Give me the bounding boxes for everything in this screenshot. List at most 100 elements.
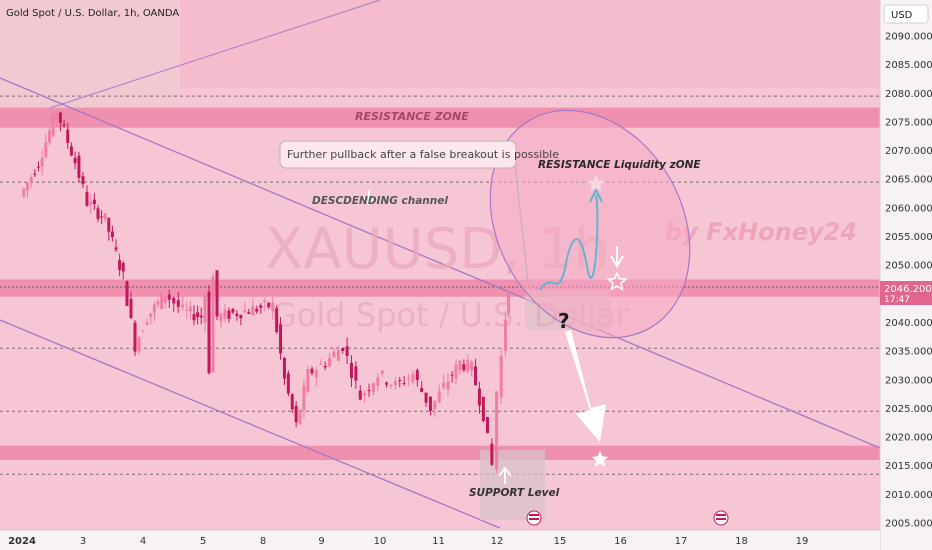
candle-body bbox=[503, 319, 507, 351]
symbol-title[interactable]: Gold Spot / U.S. Dollar, 1h, OANDA bbox=[6, 8, 179, 19]
y-tick-label: 2020.000 bbox=[885, 433, 932, 444]
candle-body bbox=[58, 112, 62, 123]
y-tick-label: 2040.000 bbox=[885, 318, 932, 329]
candle-body bbox=[259, 305, 263, 308]
candle-body bbox=[462, 364, 466, 371]
candle-body bbox=[22, 188, 26, 197]
candle-body bbox=[29, 177, 33, 182]
x-tick-label: 4 bbox=[140, 536, 146, 547]
candle-body bbox=[51, 114, 55, 136]
candle-body bbox=[275, 308, 279, 333]
candle-body bbox=[137, 337, 141, 352]
channel-upper-line bbox=[0, 77, 881, 449]
x-tick-label: 2024 bbox=[8, 536, 36, 547]
price-axis-panel[interactable] bbox=[880, 0, 932, 550]
y-tick-label: 2035.000 bbox=[885, 347, 932, 358]
y-tick-label: 2080.000 bbox=[885, 89, 932, 100]
support-box bbox=[480, 450, 545, 520]
projection-arrowhead bbox=[589, 187, 603, 203]
y-tick-label: 2065.000 bbox=[885, 175, 932, 186]
candle-body bbox=[446, 381, 450, 390]
candle-body bbox=[267, 302, 271, 308]
candle-body bbox=[196, 312, 200, 318]
candle-body bbox=[66, 129, 70, 143]
candle-body bbox=[345, 346, 349, 356]
candle-body bbox=[215, 270, 219, 317]
candle-body bbox=[319, 363, 323, 365]
x-tick-label: 18 bbox=[735, 536, 748, 547]
levels bbox=[0, 95, 880, 475]
candle-body bbox=[36, 166, 40, 168]
candle-body bbox=[294, 405, 298, 423]
x-tick-label: 19 bbox=[796, 536, 809, 547]
projection-path-up bbox=[539, 194, 599, 291]
candle-body bbox=[145, 322, 149, 325]
candle-body bbox=[437, 391, 441, 403]
question-mark: ? bbox=[558, 309, 570, 333]
y-tick-label: 2010.000 bbox=[885, 490, 932, 501]
candle-body bbox=[393, 381, 397, 386]
candle-body bbox=[458, 360, 462, 371]
candle-body bbox=[306, 369, 310, 392]
y-tick-label: 2005.000 bbox=[885, 519, 932, 530]
liquidity-ellipse bbox=[489, 109, 691, 339]
candle-body bbox=[231, 308, 235, 313]
candle-body bbox=[223, 309, 227, 319]
candle-body bbox=[239, 314, 243, 319]
y-tick-label: 2055.000 bbox=[885, 232, 932, 243]
candle-body bbox=[255, 308, 259, 312]
currency-button[interactable] bbox=[883, 4, 929, 24]
candle-body bbox=[332, 351, 336, 358]
upper-shade bbox=[0, 0, 180, 110]
candle-body bbox=[149, 313, 153, 318]
candle-body bbox=[328, 357, 332, 367]
y-tick-label: 2075.000 bbox=[885, 117, 932, 128]
candle-body bbox=[485, 416, 489, 434]
candle-body bbox=[376, 377, 380, 386]
candle-body bbox=[47, 130, 51, 143]
x-tick-label: 3 bbox=[80, 536, 86, 547]
x-tick-label: 16 bbox=[614, 536, 627, 547]
y-tick-label: 2025.000 bbox=[885, 404, 932, 415]
x-tick-label: 11 bbox=[432, 536, 445, 547]
resistance-zone-label: RESISTANCE ZONE bbox=[355, 110, 469, 123]
candle-body bbox=[85, 192, 89, 206]
candle-body bbox=[110, 231, 114, 238]
liquidity-zone-label: RESISTANCE Liquidity zONE bbox=[538, 159, 701, 171]
candle-body bbox=[163, 296, 167, 303]
y-tick-label: 2085.000 bbox=[885, 60, 932, 71]
candle-body bbox=[407, 377, 411, 379]
candle-body bbox=[290, 394, 294, 410]
candle-body bbox=[107, 218, 111, 232]
event-flag-icon[interactable] bbox=[526, 510, 542, 526]
y-tick-label: 2030.000 bbox=[885, 375, 932, 386]
candle-body bbox=[336, 349, 340, 361]
candle-body bbox=[92, 199, 96, 205]
candle-body bbox=[279, 324, 283, 354]
x-axis-ticks: 202434589101112151617181922 bbox=[8, 536, 809, 547]
candle-body bbox=[302, 385, 306, 411]
price-label-box bbox=[880, 281, 932, 305]
candle-body bbox=[251, 306, 255, 316]
arrow-down-big bbox=[565, 330, 606, 442]
candle-body bbox=[33, 173, 37, 175]
candle-body bbox=[199, 315, 203, 318]
candle-body bbox=[96, 208, 100, 220]
candle-body bbox=[44, 142, 48, 157]
candle-body bbox=[490, 443, 494, 465]
candle-body bbox=[160, 293, 164, 309]
star-support-icon bbox=[591, 451, 609, 467]
candle-body bbox=[176, 300, 180, 307]
candle-body bbox=[203, 295, 207, 323]
candle-body bbox=[100, 216, 104, 218]
candle-body bbox=[118, 260, 122, 270]
candle-body bbox=[141, 331, 145, 333]
y-tick-label: 2015.000 bbox=[885, 461, 932, 472]
candle-body bbox=[310, 368, 314, 374]
time-axis-panel[interactable] bbox=[0, 530, 880, 550]
candle-body bbox=[247, 312, 251, 314]
event-flag-icon[interactable] bbox=[713, 510, 729, 526]
candle-body bbox=[474, 366, 478, 386]
candle-body bbox=[298, 410, 302, 425]
